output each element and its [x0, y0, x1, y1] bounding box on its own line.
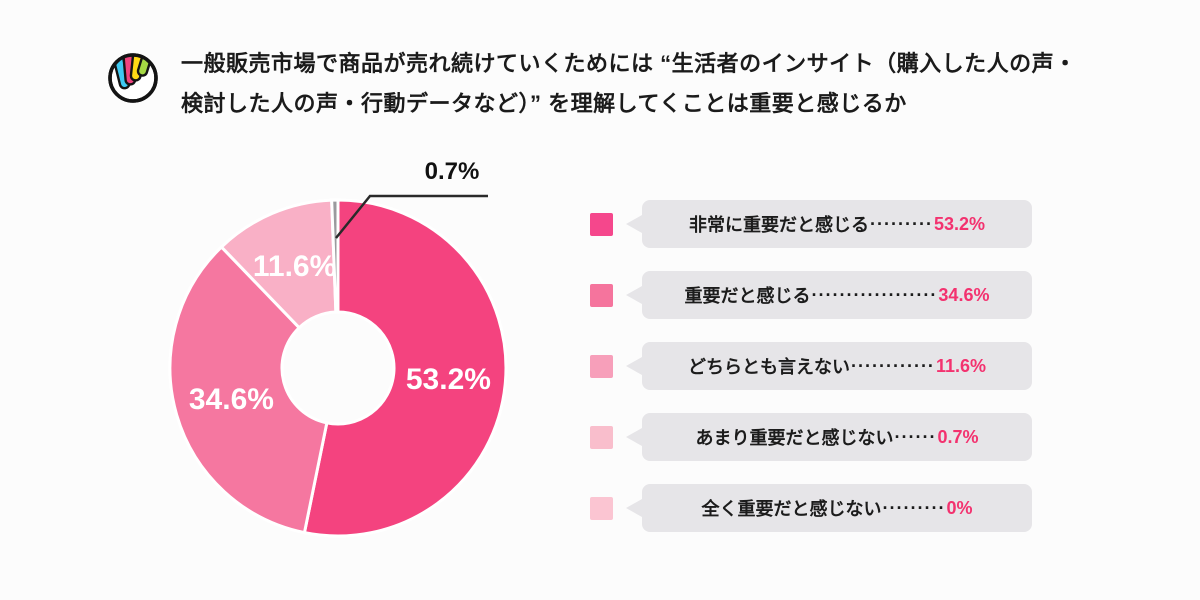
- legend-swatch-1: [590, 283, 613, 307]
- bubble-tail-icon: [626, 215, 642, 233]
- bubble-tail-icon: [626, 357, 642, 375]
- legend-label: 重要だと感じる: [684, 286, 811, 306]
- legend-row-2: どちらとも言えない ············ 11.6%: [590, 342, 1032, 390]
- chart-title-line2: 検討した人の声・行動データなど）” を理解してくことは重要と感じるか: [181, 91, 907, 116]
- legend-dot-leader: ·········: [882, 497, 946, 518]
- legend-bubble-0: 非常に重要だと感じる ········· 53.2%: [642, 200, 1032, 248]
- header: 一般販売市場で商品が売れ続けていくためには “生活者のインサイト（購入した人の声…: [107, 44, 1077, 124]
- bubble-tail-icon: [626, 286, 642, 304]
- legend-bubble-2: どちらとも言えない ············ 11.6%: [642, 342, 1032, 390]
- legend-percentage: 0%: [946, 497, 973, 518]
- donut-chart: 53.2% 34.6% 11.6% 0.7%: [150, 150, 550, 550]
- legend-dot-leader: ·········: [870, 213, 933, 234]
- legend-swatch-3: [590, 425, 613, 449]
- legend-row-3: あまり重要だと感じない ······ 0.7%: [590, 413, 1032, 461]
- legend-label: 全く重要だと感じない: [701, 499, 882, 519]
- legend-dot-leader: ··················: [811, 284, 938, 305]
- legend-row-0: 非常に重要だと感じる ········· 53.2%: [590, 200, 1032, 248]
- bubble-tail-icon: [626, 499, 642, 517]
- slice-value-label-0: 53.2%: [406, 363, 491, 396]
- chart-title: 一般販売市場で商品が売れ続けていくためには “生活者のインサイト（購入した人の声…: [181, 44, 1077, 124]
- legend-label: どちらとも言えない: [688, 357, 850, 377]
- callout-leader-line: [335, 194, 488, 239]
- legend-dot-leader: ············: [851, 355, 935, 376]
- brand-logo-icon: [108, 53, 158, 103]
- legend-bubble-3: あまり重要だと感じない ······ 0.7%: [642, 413, 1032, 461]
- legend-row-1: 重要だと感じる ·················· 34.6%: [590, 271, 1032, 319]
- donut-svg: 53.2% 34.6% 11.6%: [168, 194, 508, 538]
- legend-label: あまり重要だと感じない: [695, 428, 894, 448]
- slice-value-label-1: 34.6%: [189, 383, 274, 416]
- legend-swatch-0: [590, 212, 613, 236]
- legend-percentage: 11.6%: [935, 355, 986, 376]
- donut-slice-0: [302, 198, 508, 538]
- donut-slice-1: [168, 244, 329, 535]
- legend-percentage: 0.7%: [937, 426, 979, 447]
- callout-label: 0.7%: [424, 158, 480, 185]
- legend-swatch-2: [590, 354, 613, 378]
- legend-bubble-4: 全く重要だと感じない ········· 0%: [642, 484, 1032, 532]
- donut-slice-2: [219, 198, 338, 330]
- legend-row-4: 全く重要だと感じない ········· 0%: [590, 484, 1032, 532]
- legend-percentage: 34.6%: [938, 284, 990, 305]
- legend-bubble-1: 重要だと感じる ·················· 34.6%: [642, 271, 1032, 319]
- donut-slice-3: [330, 198, 340, 314]
- logo-circle-outline: [108, 53, 158, 103]
- legend-swatch-4: [590, 496, 613, 520]
- slice-value-label-2: 11.6%: [253, 250, 336, 283]
- legend-dot-leader: ······: [894, 426, 937, 447]
- legend: 非常に重要だと感じる ········· 53.2% 重要だと感じる ·········…: [590, 200, 1032, 555]
- legend-label: 非常に重要だと感じる: [689, 215, 869, 235]
- legend-percentage: 53.2%: [933, 213, 985, 234]
- chart-title-line1: 一般販売市場で商品が売れ続けていくためには “生活者のインサイト（購入した人の声…: [181, 51, 1077, 76]
- bubble-tail-icon: [626, 428, 642, 446]
